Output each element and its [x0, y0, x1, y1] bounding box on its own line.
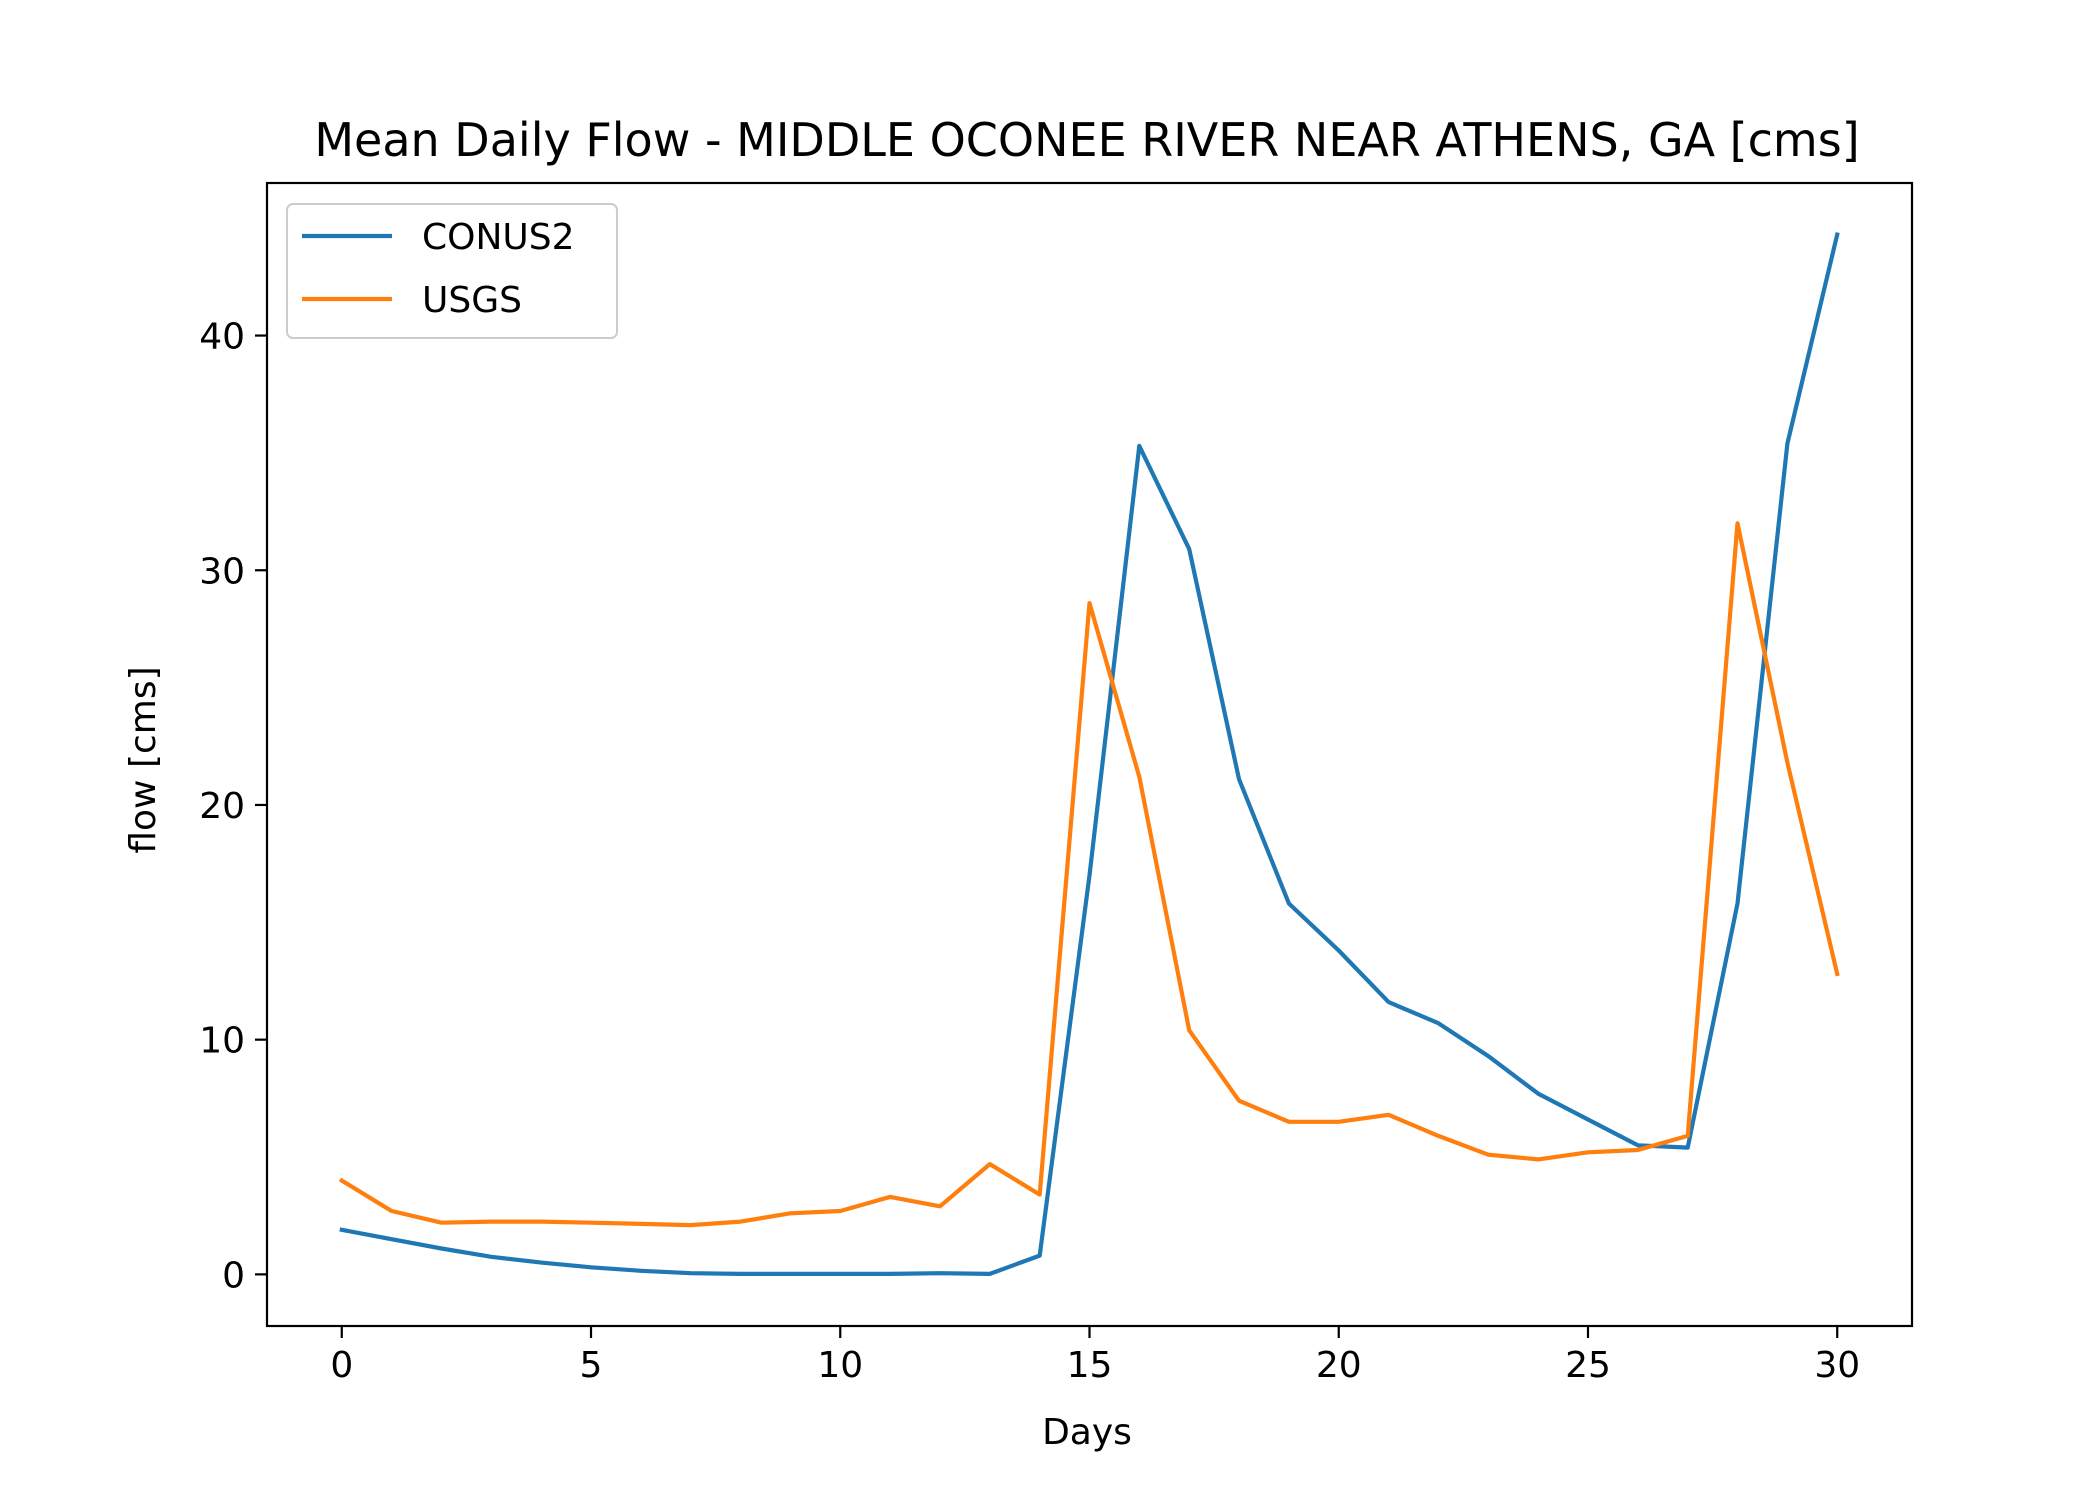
y-axis-label: flow [cms] — [123, 666, 164, 853]
x-tick-label: 5 — [580, 1345, 603, 1386]
y-tick-label: 0 — [222, 1255, 245, 1296]
x-axis-label: Days — [1042, 1412, 1132, 1453]
chart-title: Mean Daily Flow - MIDDLE OCONEE RIVER NE… — [314, 113, 1859, 167]
x-tick-label: 20 — [1316, 1345, 1362, 1386]
legend: CONUS2 USGS — [286, 203, 618, 339]
legend-label-conus2: CONUS2 — [422, 217, 575, 258]
series-line-usgs — [338, 521, 1840, 1228]
x-tick-label: 15 — [1067, 1345, 1113, 1386]
series-line-conus2 — [339, 232, 1840, 1277]
y-tick-label: 30 — [199, 551, 245, 592]
y-tick-label: 10 — [199, 1021, 245, 1062]
x-tick-label: 10 — [817, 1345, 863, 1386]
x-tick-label: 25 — [1565, 1345, 1611, 1386]
x-tick-label: 0 — [330, 1345, 353, 1386]
y-tick-label: 20 — [199, 786, 245, 827]
plot-area: 0 5 10 15 20 25 30 0 10 20 30 40 — [199, 181, 1914, 1386]
y-tick-label: 40 — [199, 317, 245, 358]
x-tick-label: 30 — [1814, 1345, 1860, 1386]
legend-label-usgs: USGS — [422, 280, 522, 321]
